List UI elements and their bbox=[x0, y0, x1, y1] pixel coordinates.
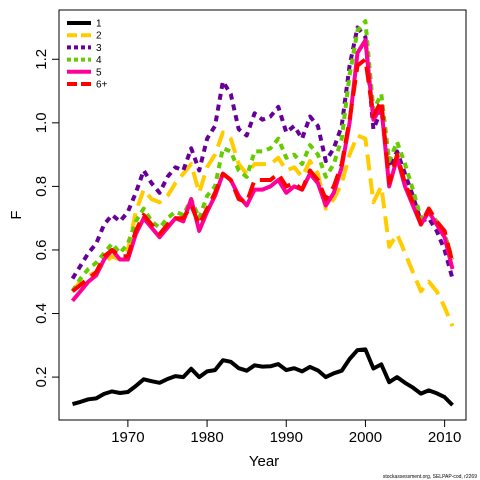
y-tick-label: 1.0 bbox=[33, 112, 50, 133]
legend-label: 1 bbox=[96, 19, 102, 30]
series-layer bbox=[70, 19, 455, 407]
series-line-3 bbox=[70, 25, 455, 280]
plot-frame bbox=[58, 9, 467, 421]
x-tick-label: 2010 bbox=[428, 429, 461, 446]
x-tick-label: 2000 bbox=[349, 429, 382, 446]
series-line-5 bbox=[70, 38, 455, 303]
y-tick-label: 0.6 bbox=[33, 240, 50, 261]
x-tick-label: 1990 bbox=[270, 429, 303, 446]
x-tick-label: 1970 bbox=[111, 429, 144, 446]
y-tick-label: 1.2 bbox=[33, 49, 50, 70]
series-line-1 bbox=[71, 347, 454, 407]
legend-label: 5 bbox=[96, 67, 102, 78]
x-tick-label: 1980 bbox=[190, 429, 223, 446]
y-axis: 0.2 0.4 0.6 0.8 1.0 1.2 bbox=[33, 49, 60, 388]
y-tick-label: 0.8 bbox=[33, 176, 50, 197]
x-axis-title: Year bbox=[249, 453, 279, 470]
legend-label: 2 bbox=[96, 31, 102, 42]
legend-label: 6+ bbox=[96, 80, 108, 91]
y-tick-label: 0.2 bbox=[33, 367, 50, 388]
x-axis: 1970 1980 1990 2000 2010 bbox=[111, 419, 461, 446]
series-line-4 bbox=[70, 19, 455, 293]
y-tick-label: 0.4 bbox=[33, 303, 50, 324]
legend-label: 4 bbox=[96, 55, 102, 66]
series-line-6 bbox=[71, 57, 455, 293]
series-line-2 bbox=[70, 130, 455, 327]
legend-label: 3 bbox=[96, 43, 102, 54]
y-axis-title: F bbox=[8, 210, 25, 219]
caption: stockassessment.org, SELPAP-cod, r2269 bbox=[383, 474, 477, 480]
